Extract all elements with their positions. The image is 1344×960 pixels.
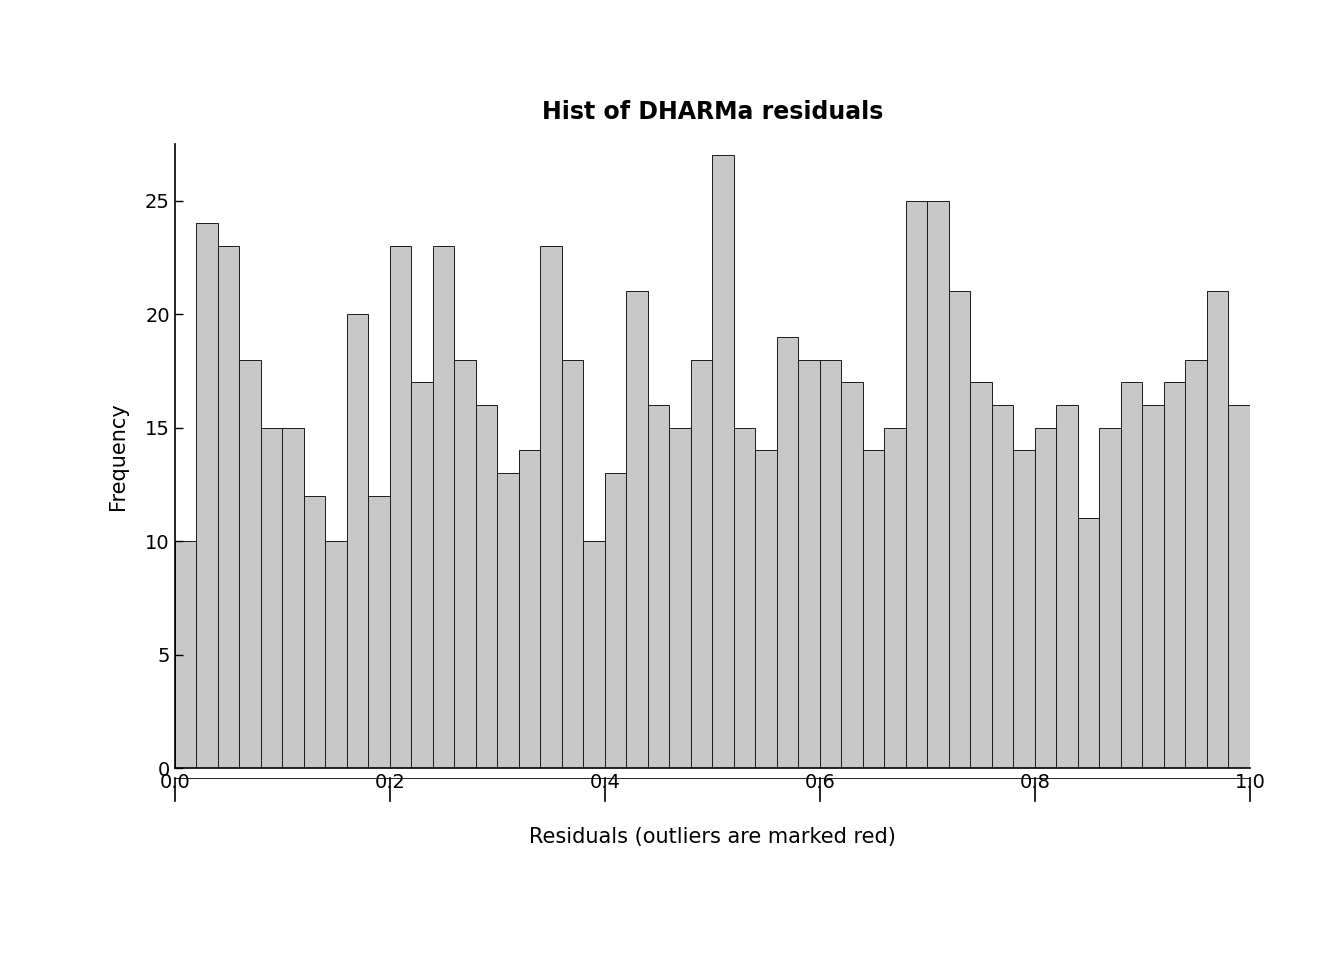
Bar	[798, 360, 820, 768]
Bar	[218, 246, 239, 768]
Bar	[626, 292, 648, 768]
Bar	[282, 427, 304, 768]
Bar	[347, 314, 368, 768]
Bar	[755, 450, 777, 768]
Bar	[304, 495, 325, 768]
Bar	[1078, 518, 1099, 768]
Bar	[433, 246, 454, 768]
Bar	[992, 405, 1013, 768]
Bar	[1013, 450, 1035, 768]
Bar	[1056, 405, 1078, 768]
Bar	[863, 450, 884, 768]
Bar	[1142, 405, 1164, 768]
Bar	[196, 224, 218, 768]
Bar	[734, 427, 755, 768]
Bar	[1228, 405, 1250, 768]
Bar	[261, 427, 282, 768]
Bar	[884, 427, 906, 768]
Bar	[1099, 427, 1121, 768]
Bar	[497, 473, 519, 768]
Bar	[583, 541, 605, 768]
Bar	[1207, 292, 1228, 768]
Bar	[1035, 427, 1056, 768]
Bar	[712, 156, 734, 768]
Bar	[777, 337, 798, 768]
Bar	[1185, 360, 1207, 768]
Bar	[949, 292, 970, 768]
Bar	[927, 201, 949, 768]
Bar	[390, 246, 411, 768]
Title: Hist of DHARMa residuals: Hist of DHARMa residuals	[542, 100, 883, 124]
X-axis label: Residuals (outliers are marked red): Residuals (outliers are marked red)	[530, 827, 895, 847]
Bar	[970, 382, 992, 768]
Bar	[906, 201, 927, 768]
Bar	[691, 360, 712, 768]
Bar	[605, 473, 626, 768]
Bar	[1121, 382, 1142, 768]
Bar	[648, 405, 669, 768]
Y-axis label: Frequency: Frequency	[109, 402, 128, 510]
Bar	[175, 541, 196, 768]
Bar	[368, 495, 390, 768]
Bar	[1164, 382, 1185, 768]
Bar	[562, 360, 583, 768]
Bar	[540, 246, 562, 768]
Bar	[454, 360, 476, 768]
Bar	[669, 427, 691, 768]
Bar	[841, 382, 863, 768]
Bar	[325, 541, 347, 768]
Bar	[519, 450, 540, 768]
Bar	[820, 360, 841, 768]
Bar	[411, 382, 433, 768]
Bar	[239, 360, 261, 768]
Bar	[476, 405, 497, 768]
